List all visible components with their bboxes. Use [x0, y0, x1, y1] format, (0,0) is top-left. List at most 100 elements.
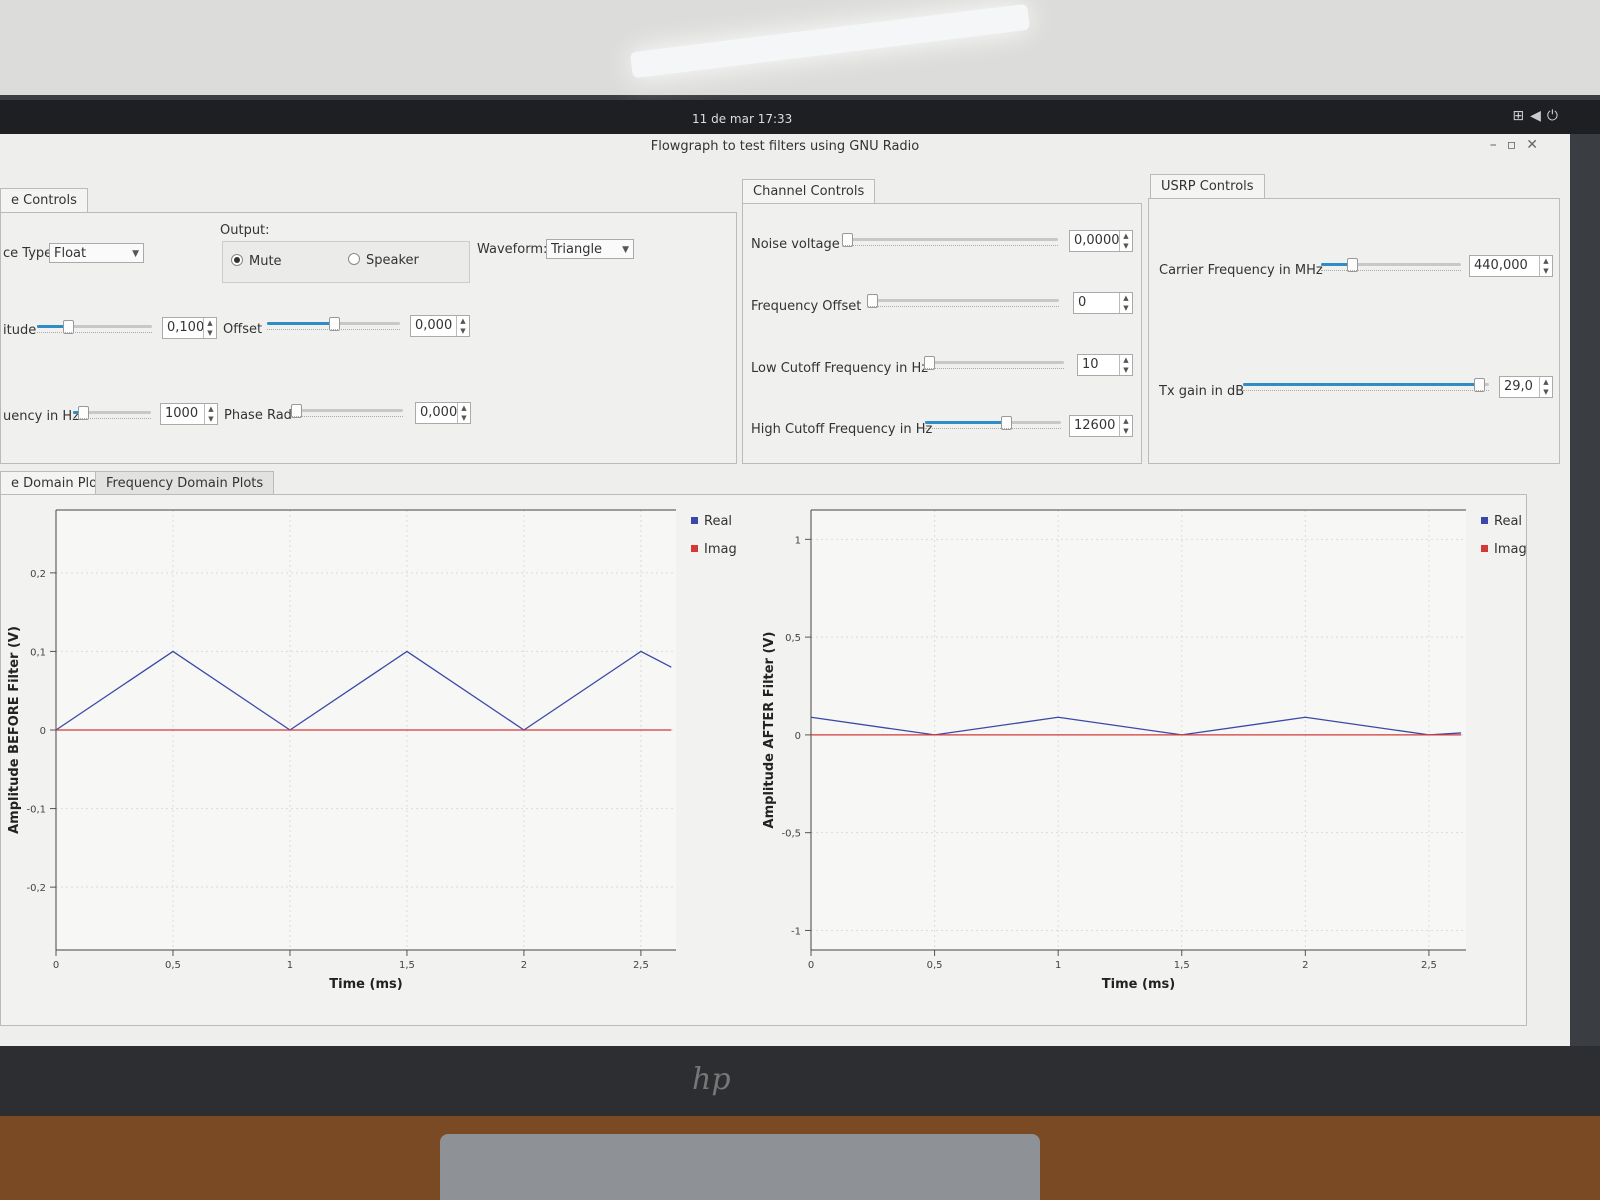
close-icon[interactable]: ✕ — [1526, 137, 1548, 153]
series-real-line — [810, 716, 1462, 736]
plot-before-filter[interactable]: 0 0,5 1 1,5 2 2,5 0,2 0,1 0 -0,1 -0,2 Time (ms) Ampl… — [1, 495, 761, 1020]
carrier-frequency-spinbox[interactable]: 440,000 ▲ ▼ — [1469, 255, 1553, 277]
x-tick-label: 1 — [1055, 960, 1061, 971]
spin-arrows-icon[interactable]: ▲ ▼ — [1119, 231, 1132, 251]
offset-slider[interactable] — [267, 316, 400, 332]
frequency-offset-label: Frequency Offset — [751, 299, 862, 314]
spin-arrows-icon[interactable]: ▲ ▼ — [1539, 377, 1552, 397]
carrier-frequency-slider[interactable] — [1321, 257, 1461, 273]
noise-voltage-value: 0,0000 — [1074, 233, 1120, 248]
x-tick-label: 0 — [53, 960, 59, 971]
chevron-down-icon: ▼ — [132, 249, 139, 259]
low-cutoff-slider[interactable] — [924, 355, 1064, 371]
y-tick-label: -0,1 — [26, 805, 46, 816]
x-tick-label: 2,5 — [1421, 960, 1437, 971]
frequency-value: 1000 — [165, 406, 199, 421]
waveform-label: Waveform: — [477, 242, 548, 257]
frequency-offset-spinbox[interactable]: 0 ▲ ▼ — [1073, 292, 1133, 314]
spin-arrows-icon[interactable]: ▲ ▼ — [203, 318, 216, 338]
legend-label-imag: Imag — [1494, 542, 1526, 557]
legend-swatch-real — [691, 517, 698, 524]
slider-handle[interactable] — [1000, 416, 1012, 430]
power-icon[interactable]: ⏻ — [1546, 108, 1564, 124]
x-tick-label: 0 — [808, 960, 814, 971]
y-tick-label: -0,5 — [781, 829, 801, 840]
tab-frequency-domain-plots[interactable]: Frequency Domain Plots — [95, 471, 275, 496]
series-real-line — [55, 650, 672, 731]
radio-speaker-dot — [348, 253, 360, 265]
y-axis-label: Amplitude BEFORE Filter (V) — [7, 626, 22, 834]
y-tick-label: 0,5 — [785, 633, 801, 644]
low-cutoff-label: Low Cutoff Frequency in Hz — [751, 361, 929, 376]
phase-spinbox[interactable]: 0,000 ▲ ▼ — [415, 402, 471, 424]
noise-voltage-slider[interactable] — [842, 232, 1058, 248]
frequency-slider[interactable] — [73, 405, 151, 421]
amplitude-spinbox[interactable]: 0,100 ▲ ▼ — [162, 317, 217, 339]
legend-swatch-imag — [691, 545, 698, 552]
carrier-frequency-value: 440,000 — [1474, 258, 1528, 273]
tx-gain-spinbox[interactable]: 29,0 ▲ ▼ — [1499, 376, 1553, 398]
slider-handle[interactable] — [63, 320, 75, 334]
high-cutoff-spinbox[interactable]: 12600 ▲ ▼ — [1069, 415, 1133, 437]
y-tick-label: 0,2 — [30, 569, 46, 580]
radio-mute[interactable]: Mute — [231, 254, 282, 269]
chevron-down-icon: ▼ — [622, 245, 629, 255]
slider-handle[interactable] — [1347, 258, 1358, 272]
noise-voltage-spinbox[interactable]: 0,0000 ▲ ▼ — [1069, 230, 1133, 252]
spin-arrows-icon[interactable]: ▲ ▼ — [457, 403, 470, 423]
tab-source-controls[interactable]: e Controls — [0, 188, 88, 213]
low-cutoff-spinbox[interactable]: 10 ▲ ▼ — [1077, 354, 1133, 376]
usrp-controls-panel: Carrier Frequency in MHz 440,000 ▲ ▼ Tx ga… — [1148, 198, 1560, 464]
tab-usrp-controls[interactable]: USRP Controls — [1150, 174, 1265, 199]
slider-handle[interactable] — [328, 317, 340, 331]
amplitude-slider[interactable] — [37, 319, 152, 335]
system-tray[interactable]: ⊞◀⏻ — [1512, 108, 1564, 124]
waveform-combo[interactable]: Triangle ▼ — [546, 239, 634, 259]
channel-controls-panel: Noise voltage 0,0000 ▲ ▼ Frequency Offset … — [742, 203, 1142, 464]
tx-gain-slider[interactable] — [1243, 377, 1489, 393]
y-tick-label: 0,1 — [30, 647, 46, 658]
offset-value: 0,000 — [415, 318, 453, 333]
clock[interactable]: 11 de mar 17:33 — [692, 112, 793, 126]
radio-speaker[interactable]: Speaker — [348, 253, 419, 268]
x-tick-label: 0,5 — [927, 960, 943, 971]
x-tick-label: 1,5 — [1174, 960, 1190, 971]
restore-icon[interactable]: ▫ — [1506, 137, 1527, 153]
network-icon[interactable]: ⊞ — [1512, 108, 1531, 124]
slider-handle[interactable] — [867, 294, 878, 308]
spin-arrows-icon[interactable]: ▲ ▼ — [1119, 355, 1132, 375]
frequency-offset-slider[interactable] — [867, 293, 1059, 309]
frequency-spinbox[interactable]: 1000 ▲ ▼ — [160, 403, 218, 425]
slider-handle[interactable] — [78, 406, 90, 420]
phase-value: 0,000 — [420, 405, 458, 420]
source-type-combo[interactable]: Float ▼ — [49, 243, 144, 263]
source-type-value: Float — [54, 246, 87, 261]
high-cutoff-label: High Cutoff Frequency in Hz — [751, 422, 933, 437]
slider-handle[interactable] — [842, 233, 853, 247]
slider-handle[interactable] — [291, 404, 302, 418]
radio-mute-dot — [231, 254, 243, 266]
spin-arrows-icon[interactable]: ▲ ▼ — [456, 316, 469, 336]
tab-channel-controls[interactable]: Channel Controls — [742, 179, 876, 204]
slider-handle[interactable] — [924, 356, 935, 370]
phase-slider[interactable] — [291, 403, 403, 419]
legend-swatch-real — [1481, 517, 1488, 524]
x-axis-label: Time (ms) — [329, 977, 402, 992]
minimize-icon[interactable]: – — [1489, 137, 1507, 153]
window-title: Flowgraph to test filters using GNU Radi… — [650, 139, 920, 154]
high-cutoff-slider[interactable] — [925, 415, 1061, 431]
spin-arrows-icon[interactable]: ▲ ▼ — [1539, 256, 1552, 276]
spin-arrows-icon[interactable]: ▲ ▼ — [1119, 416, 1132, 436]
system-top-bar: 11 de mar 17:33 ⊞◀⏻ — [0, 100, 1600, 134]
legend-label-imag: Imag — [704, 542, 737, 557]
volume-icon[interactable]: ◀ — [1530, 108, 1547, 124]
plots-area: 0 0,5 1 1,5 2 2,5 0,2 0,1 0 -0,1 -0,2 Time (ms) Ampl… — [0, 494, 1527, 1026]
tx-gain-value: 29,0 — [1504, 379, 1533, 394]
slider-handle[interactable] — [1474, 378, 1486, 392]
y-tick-label: -0,2 — [26, 883, 46, 894]
legend-swatch-imag — [1481, 545, 1488, 552]
y-tick-label: 0 — [795, 731, 801, 742]
offset-spinbox[interactable]: 0,000 ▲ ▼ — [410, 315, 470, 337]
spin-arrows-icon[interactable]: ▲ ▼ — [1119, 293, 1132, 313]
spin-arrows-icon[interactable]: ▲ ▼ — [204, 404, 217, 424]
